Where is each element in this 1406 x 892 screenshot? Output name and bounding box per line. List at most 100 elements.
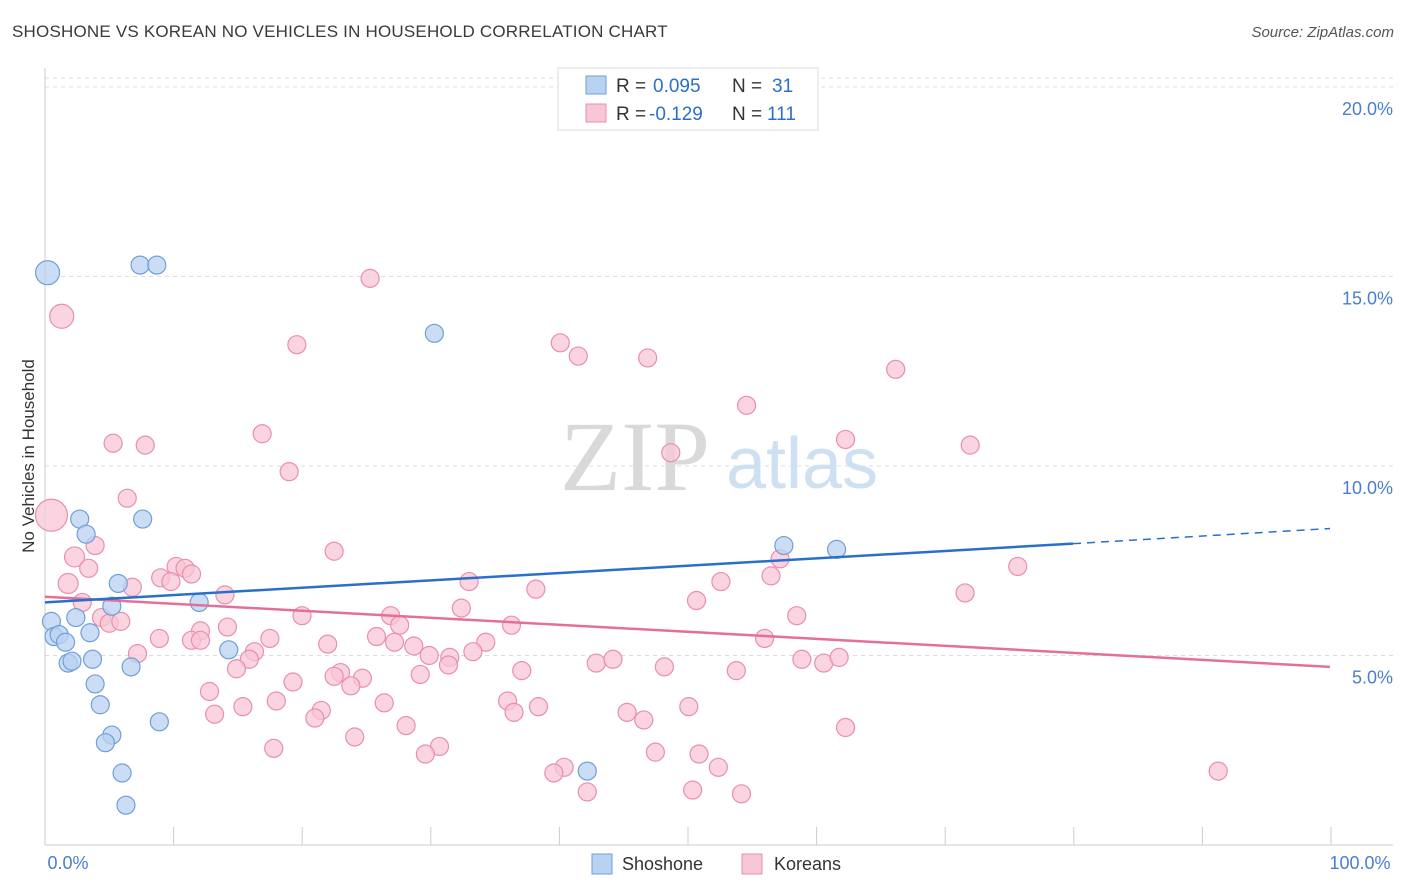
korean-point <box>476 632 496 652</box>
shoshone-point <box>149 712 169 732</box>
y-axis-tick-labels: 5.0% 10.0% 15.0% 20.0% <box>1342 99 1393 688</box>
korean-point <box>463 642 483 662</box>
korean-point <box>1008 556 1028 577</box>
legend-n-label: N = <box>732 76 762 97</box>
trend-line-shoshone-extension <box>1072 527 1331 545</box>
y-tick-label: 10.0% <box>1342 478 1393 498</box>
korean-point <box>190 630 211 650</box>
korean-point <box>960 435 980 455</box>
legend-swatch-koreans <box>585 103 607 123</box>
y-axis-title: No Vehicles in Household <box>19 359 38 553</box>
korean-point <box>34 498 69 532</box>
shoshone-point <box>82 649 103 669</box>
korean-point <box>57 572 79 595</box>
korean-point <box>761 566 781 586</box>
korean-point <box>390 615 410 635</box>
korean-point <box>617 702 637 722</box>
korean-point <box>215 585 235 605</box>
source-label: Source: ZipAtlas.com <box>1251 24 1394 41</box>
korean-point <box>603 649 623 669</box>
chart-title: SHOSHONE VS KOREAN NO VEHICLES IN HOUSEH… <box>12 22 668 41</box>
korean-point <box>634 710 654 730</box>
korean-point <box>396 716 416 736</box>
korean-point <box>886 359 906 379</box>
legend-bottom-swatch-shoshone <box>591 853 613 875</box>
legend-r-label: R = <box>616 76 646 97</box>
watermark-atlas: atlas <box>726 424 878 504</box>
korean-point <box>226 659 247 679</box>
korean-point <box>835 717 856 738</box>
korean-point <box>645 742 665 762</box>
korean-point <box>754 628 775 649</box>
legend-r-value: -0.129 <box>649 104 703 125</box>
korean-point <box>117 488 137 508</box>
korean-point <box>792 649 812 669</box>
korean-point <box>955 583 975 603</box>
x-tick-label-max: 100.0% <box>1329 853 1390 873</box>
korean-point <box>528 697 549 717</box>
korean-point <box>526 579 546 599</box>
korean-point <box>689 744 709 764</box>
korean-point <box>111 611 131 631</box>
korean-point <box>683 780 703 800</box>
shoshone-point <box>424 323 444 343</box>
korean-point <box>287 335 307 355</box>
grid-lines <box>45 77 1393 656</box>
korean-point <box>161 571 181 592</box>
shoshone-point <box>121 657 141 677</box>
korean-point <box>360 268 380 288</box>
korean-point <box>787 606 807 626</box>
korean-point <box>679 697 699 717</box>
korean-point <box>79 558 99 578</box>
shoshone-point <box>34 260 61 286</box>
trend-lines <box>44 527 1331 669</box>
korean-point <box>512 661 532 681</box>
shoshone-point <box>66 607 86 628</box>
korean-point <box>568 346 588 366</box>
korean-point <box>199 681 220 702</box>
korean-point <box>731 784 752 804</box>
korean-point <box>438 655 459 675</box>
korean-point <box>264 738 284 758</box>
legend-top: R = 0.095 N = 31 R = -0.129 N = 111 <box>557 67 819 131</box>
series-shoshone <box>34 255 847 815</box>
korean-point <box>341 676 361 696</box>
korean-point <box>829 647 849 667</box>
shoshone-point <box>577 761 597 781</box>
korean-point <box>305 708 325 728</box>
legend-r-value: 0.095 <box>653 76 701 97</box>
trend-line-koreans <box>44 595 1331 669</box>
shoshone-point <box>108 573 128 594</box>
legend-swatch-shoshone <box>585 75 607 95</box>
shoshone-point <box>116 795 136 815</box>
korean-point <box>324 541 344 561</box>
legend-bottom-label-shoshone: Shoshone <box>622 854 703 874</box>
korean-point <box>550 333 570 353</box>
korean-point <box>451 598 471 618</box>
korean-point <box>149 628 169 649</box>
shoshone-point <box>130 255 150 275</box>
korean-point <box>638 348 658 368</box>
shoshone-point <box>95 733 115 753</box>
legend-n-value: 31 <box>772 76 793 97</box>
axes <box>44 68 1393 846</box>
korean-point <box>501 615 522 635</box>
korean-point <box>711 571 731 592</box>
korean-point <box>586 653 606 673</box>
shoshone-point <box>219 640 239 660</box>
korean-point <box>384 632 405 652</box>
korean-point <box>279 462 299 482</box>
shoshone-point <box>133 509 153 529</box>
shoshone-point <box>189 592 209 613</box>
korean-point <box>661 443 681 463</box>
legend-n-value: 111 <box>767 104 796 125</box>
korean-point <box>233 697 253 717</box>
y-tick-label: 5.0% <box>1352 667 1393 687</box>
korean-point <box>318 634 338 654</box>
korean-point <box>577 782 597 802</box>
korean-point <box>835 429 856 450</box>
shoshone-point <box>80 623 100 643</box>
korean-point <box>737 395 757 415</box>
korean-point <box>415 744 435 764</box>
